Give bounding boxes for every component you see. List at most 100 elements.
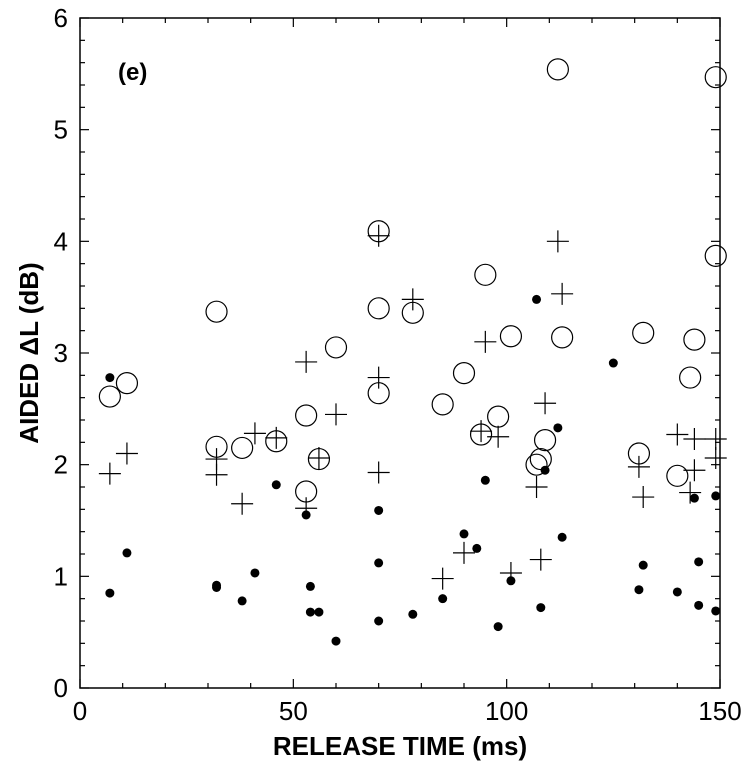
data-marks — [98, 58, 727, 646]
filled-circle-point — [305, 581, 315, 591]
plot-frame — [79, 17, 721, 689]
plus-point — [453, 541, 475, 564]
open-circle-point — [431, 393, 454, 416]
plus-point — [679, 481, 702, 504]
x-tick-label: 100 — [485, 696, 528, 726]
y-tick-label: 5 — [54, 115, 68, 145]
filled-circle-point — [553, 423, 563, 433]
plus-point — [627, 455, 650, 478]
plus-point — [529, 548, 552, 571]
open-circle-point — [679, 366, 702, 389]
filled-circle-point — [459, 529, 469, 539]
plus-point — [243, 422, 266, 445]
y-axis-label: AIDED ΔL (dB) — [14, 262, 44, 443]
plus-point — [534, 392, 557, 415]
open-circle-point — [231, 436, 254, 460]
filled-circle-point — [237, 596, 247, 606]
filled-circle-point — [672, 587, 682, 597]
plus-point — [470, 420, 493, 443]
plus-point — [367, 461, 390, 484]
open-circle-point — [683, 328, 706, 351]
filled-circle-point — [608, 358, 618, 368]
filled-circle-point — [557, 532, 567, 542]
filled-circle-point — [506, 576, 516, 586]
x-tick-label: 150 — [698, 696, 741, 726]
x-tick-label: 50 — [279, 696, 308, 726]
plus-point — [683, 427, 706, 450]
open-circle-point — [529, 447, 552, 471]
plus-point — [704, 446, 727, 469]
filled-circle-point — [374, 616, 384, 626]
plus-point — [525, 476, 548, 498]
filled-circle-point — [314, 607, 324, 617]
series-open-circle — [98, 58, 727, 503]
plus-point — [546, 230, 569, 253]
plus-point — [401, 288, 424, 311]
filled-circle-point — [694, 557, 704, 567]
filled-circle-point — [540, 465, 550, 475]
open-circle-point — [525, 453, 548, 476]
filled-circle-point — [305, 607, 315, 617]
tick-labels: 0 50 100 150 0 1 2 3 4 5 6 — [54, 3, 742, 726]
filled-circle-point — [694, 600, 704, 610]
filled-circle-point — [480, 475, 490, 485]
plus-point — [487, 425, 510, 448]
open-circle-point — [666, 464, 689, 487]
filled-circle-point — [105, 373, 115, 383]
plus-point — [231, 492, 254, 515]
plus-point — [431, 567, 454, 590]
plus-point — [265, 426, 288, 449]
y-tick-label: 0 — [54, 673, 68, 703]
open-circle-point — [367, 297, 390, 320]
open-circle-point — [487, 405, 510, 428]
filled-circle-point — [634, 585, 644, 595]
plus-point — [325, 403, 347, 426]
plus-point — [704, 427, 727, 450]
open-circle-point — [474, 263, 497, 286]
filled-circle-point — [105, 588, 115, 598]
open-circle-point — [452, 362, 476, 385]
open-circle-point — [324, 336, 348, 359]
open-circle-point — [546, 58, 569, 81]
filled-circle-point — [271, 480, 281, 490]
open-circle-point — [533, 429, 557, 452]
open-circle-point — [115, 372, 139, 395]
open-circle-point — [704, 244, 727, 267]
plus-point — [367, 224, 390, 247]
plus-point — [115, 442, 138, 465]
panel-label: (e) — [118, 59, 147, 86]
filled-circle-point — [250, 568, 260, 578]
y-tick-label: 4 — [54, 226, 68, 256]
axis-ticks — [79, 17, 721, 689]
y-tick-label: 2 — [54, 450, 68, 480]
filled-circle-point — [212, 583, 222, 592]
plus-point — [367, 366, 390, 389]
plus-point — [307, 446, 330, 469]
plus-point — [98, 462, 121, 485]
filled-circle-point — [438, 594, 448, 604]
open-circle-point — [551, 326, 574, 349]
filled-circle-point — [711, 491, 721, 501]
filled-circle-point — [711, 606, 721, 616]
plus-point — [551, 282, 574, 305]
plus-point — [295, 350, 318, 373]
open-circle-point — [499, 325, 523, 348]
filled-circle-point — [532, 294, 542, 304]
filled-circle-point — [638, 560, 648, 570]
filled-circle-point — [536, 603, 546, 613]
filled-circle-point — [689, 493, 699, 503]
open-circle-point — [98, 385, 121, 408]
filled-circle-point — [408, 609, 418, 619]
filled-circle-point — [374, 505, 384, 515]
plus-point — [205, 463, 228, 486]
y-tick-label: 3 — [54, 338, 68, 368]
x-axis-label: RELEASE TIME (ms) — [273, 731, 527, 761]
x-tick-label: 0 — [73, 696, 87, 726]
plus-point — [474, 330, 497, 353]
y-tick-label: 6 — [54, 3, 68, 33]
open-circle-point — [632, 321, 655, 344]
filled-circle-point — [301, 510, 311, 520]
filled-circle-point — [122, 548, 132, 558]
filled-circle-point — [493, 622, 503, 632]
